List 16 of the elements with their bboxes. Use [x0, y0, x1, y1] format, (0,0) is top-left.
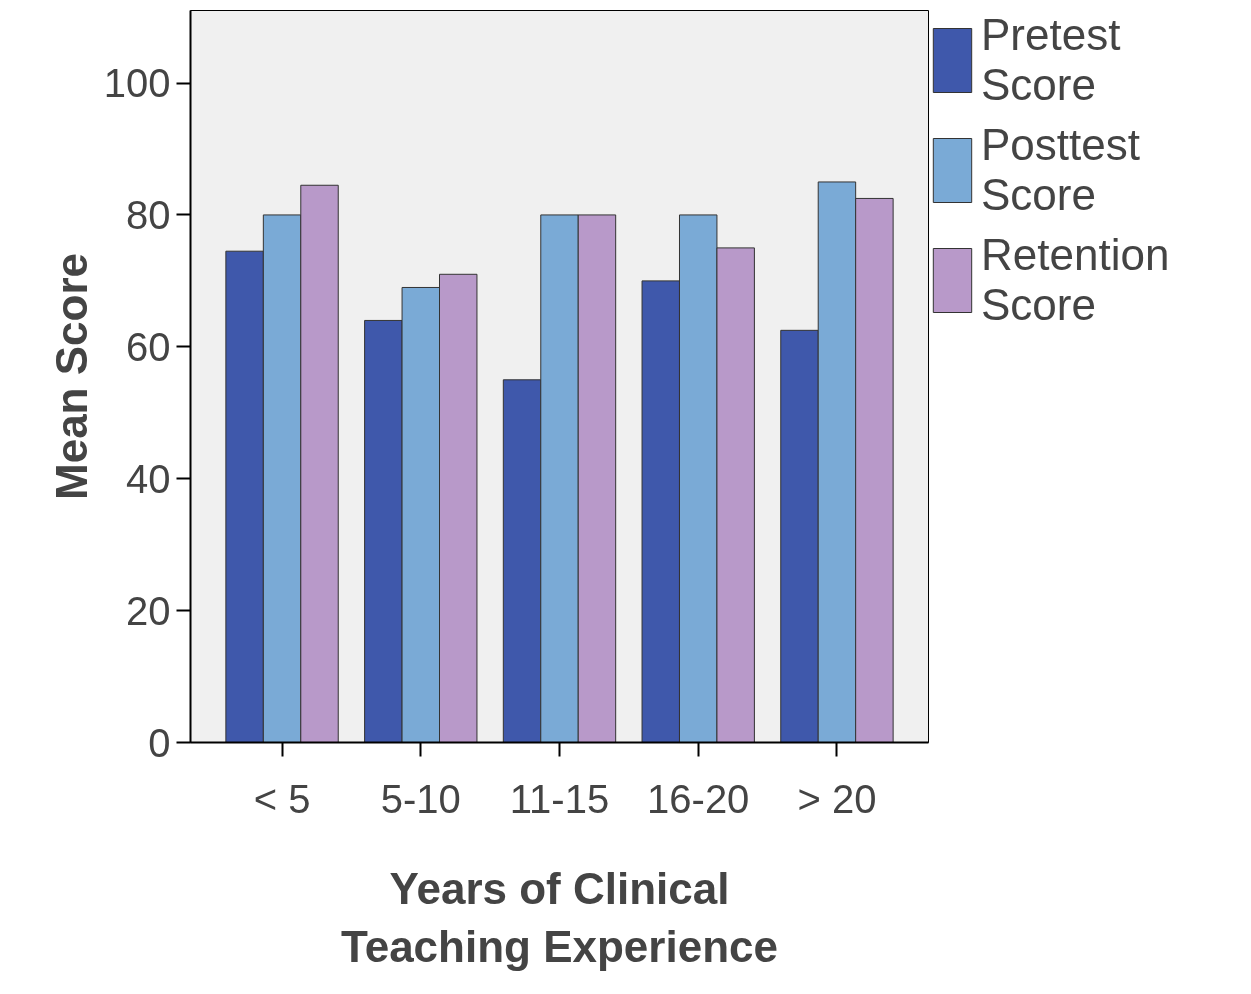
- x-tick-label: > 20: [797, 776, 877, 821]
- y-tick-label: 0: [148, 720, 171, 765]
- legend-label: Posttest Score: [981, 120, 1140, 220]
- x-tick-label: 16-20: [647, 776, 750, 821]
- x-tick-label: < 5: [253, 776, 311, 821]
- y-tick-label: 80: [126, 192, 171, 237]
- x-tick-label: 11-15: [509, 776, 610, 821]
- y-tick-label: 20: [126, 588, 171, 633]
- y-axis-title: Mean Score: [46, 253, 96, 500]
- legend-label: Retention Score: [981, 230, 1170, 330]
- y-tick-label: 40: [126, 456, 171, 501]
- y-tick-label: 100: [103, 61, 171, 106]
- x-axis-title: Years of Clinical Teaching Experience: [341, 863, 778, 972]
- y-tick-label: 60: [126, 324, 171, 369]
- legend-label: Pretest Score: [981, 10, 1121, 110]
- x-tick-label: 5-10: [380, 776, 461, 821]
